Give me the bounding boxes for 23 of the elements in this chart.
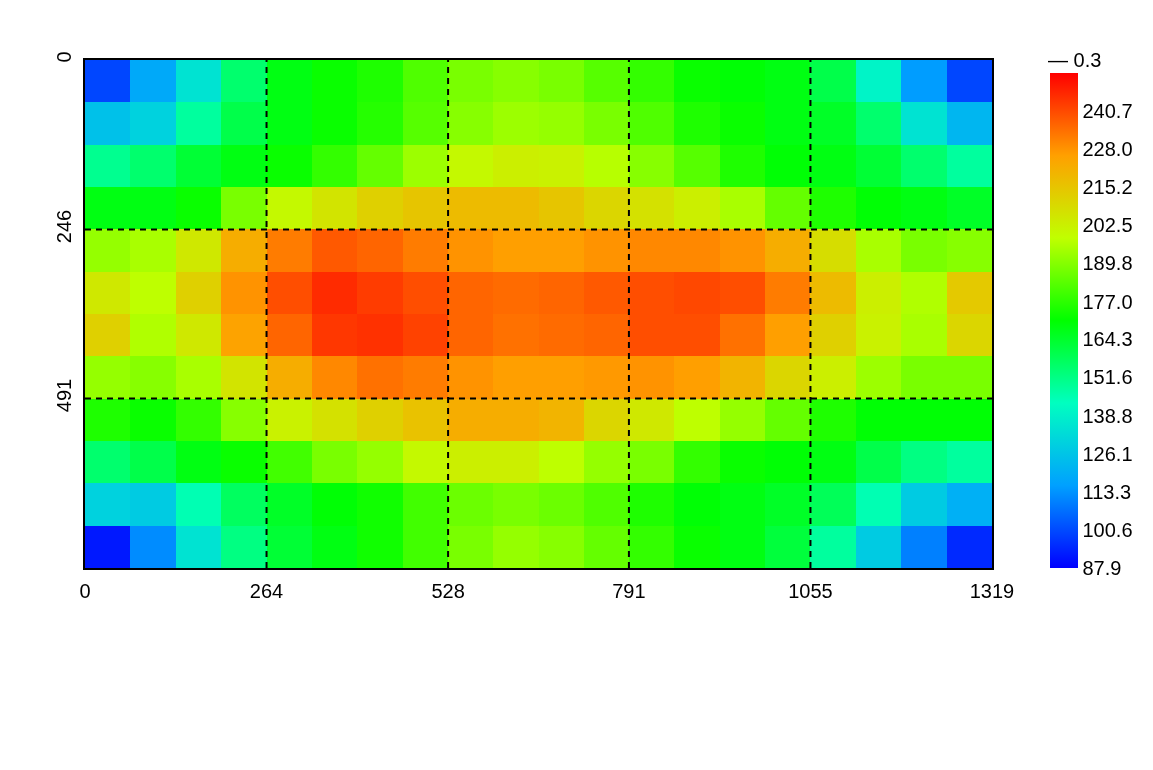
color-bar-label: 202.5 — [1082, 214, 1133, 237]
color-bar-label: 100.6 — [1082, 519, 1133, 542]
text: — 0.3 — [1048, 49, 1102, 71]
x-tick-label: 1055 — [788, 580, 833, 602]
color-bar-label: 126.1 — [1082, 442, 1133, 465]
x-tick-label: 1319 — [969, 580, 1015, 602]
color-bar-label: 164.3 — [1082, 328, 1133, 351]
color-bar-label: 215.2 — [1082, 176, 1133, 199]
x-tick-label: 0 — [79, 580, 91, 602]
color-bar-label: 138.8 — [1082, 404, 1133, 427]
color-bar-label: 113.3 — [1082, 481, 1132, 504]
color-bar-label: 228.0 — [1082, 137, 1133, 160]
color-bar-label: 87.9 — [1082, 557, 1122, 579]
color-bar-label: 240.7 — [1082, 99, 1133, 122]
x-tick-label: 791 — [612, 580, 646, 602]
color-bar-label: 189.8 — [1082, 252, 1133, 275]
y-tick-label: 491 — [53, 378, 75, 413]
color-bar-label: 177.0 — [1082, 290, 1133, 313]
x-tick-label: 528 — [431, 580, 465, 602]
y-tick-label: 246 — [53, 209, 75, 244]
x-tick-label: 264 — [249, 580, 284, 602]
color-bar-label: 151.6 — [1082, 366, 1133, 389]
y-tick-label: 0 — [53, 51, 75, 63]
